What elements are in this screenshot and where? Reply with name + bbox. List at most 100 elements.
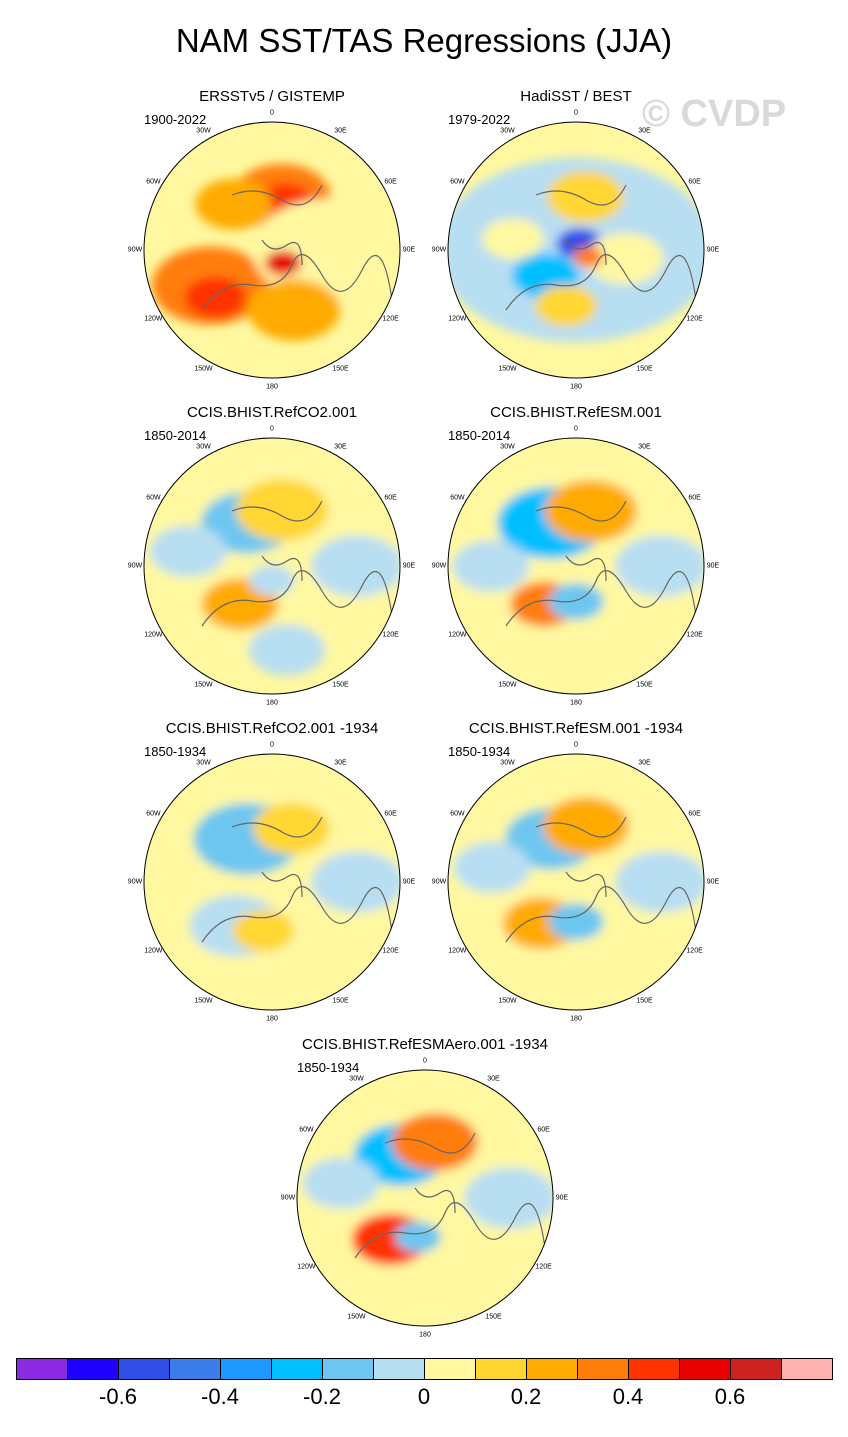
anomaly-region (252, 198, 400, 302)
longitude-label: 30E (487, 1075, 500, 1083)
longitude-label: 90W (127, 562, 143, 570)
longitude-label: 150E (636, 365, 653, 373)
colorbar-box (118, 1358, 170, 1380)
colorbar-box (475, 1358, 527, 1380)
longitude-label: 120E (686, 631, 703, 638)
anomaly-region (542, 797, 629, 855)
colorbar-box (679, 1358, 731, 1380)
longitude-label: 150E (485, 1313, 502, 1321)
anomaly-region (264, 250, 302, 276)
colorbar-box (16, 1358, 68, 1380)
longitude-label: 30W (196, 759, 211, 767)
longitude-label: 90W (431, 562, 447, 570)
longitude-label: 30E (638, 443, 651, 451)
longitude-label: 120E (686, 947, 703, 954)
anomaly-region (253, 802, 330, 855)
colorbar-box (424, 1358, 476, 1380)
map-panel: CCIS.BHIST.RefESM.001 1850-2014 180 150E 120… (432, 404, 719, 707)
anomaly-region (232, 910, 295, 952)
longitude-label: 180 (419, 1331, 431, 1339)
map-border (143, 437, 401, 695)
map-border (296, 1069, 554, 1327)
longitude-label: 120E (382, 315, 399, 322)
polar-map (143, 121, 401, 379)
longitude-label: 150E (332, 681, 349, 689)
anomaly-region (453, 841, 531, 893)
colorbar-tick-label: -0.2 (303, 1384, 341, 1409)
panel-title: CCIS.BHIST.RefESMAero.001 -1934 (302, 1036, 548, 1053)
watermark: © CVDP (642, 93, 787, 135)
coastline (201, 500, 393, 627)
longitude-label: 150W (347, 1313, 366, 1321)
longitude-label: 150E (332, 365, 349, 373)
polar-map (143, 753, 401, 1011)
longitude-label: 90E (706, 246, 720, 254)
longitude-label: 60W (450, 178, 465, 185)
longitude-label: 180 (570, 383, 582, 391)
longitude-label: 0 (270, 109, 274, 117)
coastline (505, 500, 697, 627)
longitude-label: 60W (299, 1126, 314, 1133)
anomaly-region (311, 535, 400, 597)
longitude-label: 180 (570, 699, 582, 707)
coastline (354, 1132, 546, 1259)
longitude-label: 60E (537, 1126, 550, 1133)
longitude-label: 150W (498, 997, 517, 1005)
colorbar-box (373, 1358, 425, 1380)
map-panel: ERSSTv5 / GISTEMP 1900-2022 180 150E 120E 90E… (128, 88, 415, 391)
colorbar-box (169, 1358, 221, 1380)
coastline (505, 816, 697, 943)
longitude-label: 120E (382, 631, 399, 638)
longitude-label: 30W (500, 443, 515, 451)
colorbar-tick-label: 0.2 (510, 1384, 542, 1409)
longitude-label: 60E (688, 810, 701, 817)
polar-map (296, 1069, 554, 1327)
colorbar-box (67, 1358, 119, 1380)
panel-title: CCIS.BHIST.RefCO2.001 -1934 (165, 720, 379, 737)
panel-title: CCIS.BHIST.RefESM.001 (490, 404, 662, 421)
longitude-label: 180 (266, 383, 278, 391)
longitude-label: 150E (636, 681, 653, 689)
longitude-label: 30E (334, 759, 347, 767)
panel-years: 1850-1934 (297, 1060, 360, 1075)
panel-title: ERSSTv5 / GISTEMP (199, 88, 345, 105)
longitude-label: 180 (266, 1015, 278, 1023)
map-panel: CCIS.BHIST.RefESM.001 -1934 1850-1934 180 1… (432, 720, 719, 1023)
colorbar-box (577, 1358, 629, 1380)
panel-years: 1850-1934 (144, 744, 207, 759)
longitude-label: 60E (384, 494, 397, 501)
polar-map (447, 753, 705, 1011)
map-border (447, 121, 705, 379)
coastline (505, 184, 697, 311)
polar-map (143, 437, 401, 695)
longitude-label: 30W (500, 127, 515, 135)
panel-title: HadiSST / BEST (520, 88, 632, 105)
longitude-label: 90E (706, 878, 720, 886)
anomaly-region (391, 1113, 478, 1171)
longitude-label: 0 (423, 1057, 427, 1065)
polar-map (447, 437, 705, 695)
figure-title: NAM SST/TAS Regressions (JJA) (175, 22, 673, 59)
longitude-label: 120E (535, 1263, 552, 1270)
longitude-label: 90E (402, 562, 416, 570)
longitude-label: 0 (270, 425, 274, 433)
longitude-label: 150W (498, 365, 517, 373)
colorbar-tick-label: 0.6 (714, 1384, 746, 1409)
anomaly-region (548, 903, 604, 941)
anomaly-region (247, 279, 340, 341)
anomaly-region (248, 624, 326, 676)
longitude-label: 90W (127, 246, 143, 254)
anomaly-region (149, 525, 227, 577)
anomaly-region (249, 564, 295, 596)
anomaly-region (586, 233, 664, 285)
longitude-label: 60W (146, 178, 161, 185)
longitude-label: 90W (127, 878, 143, 886)
longitude-label: 60E (384, 810, 397, 817)
longitude-label: 60E (688, 178, 701, 185)
longitude-label: 30E (334, 443, 347, 451)
anomaly-region (482, 218, 544, 260)
longitude-label: 120W (448, 315, 467, 322)
colorbar-tick-label: -0.4 (201, 1384, 239, 1409)
anomaly-region (547, 171, 624, 223)
longitude-label: 30E (334, 127, 347, 135)
